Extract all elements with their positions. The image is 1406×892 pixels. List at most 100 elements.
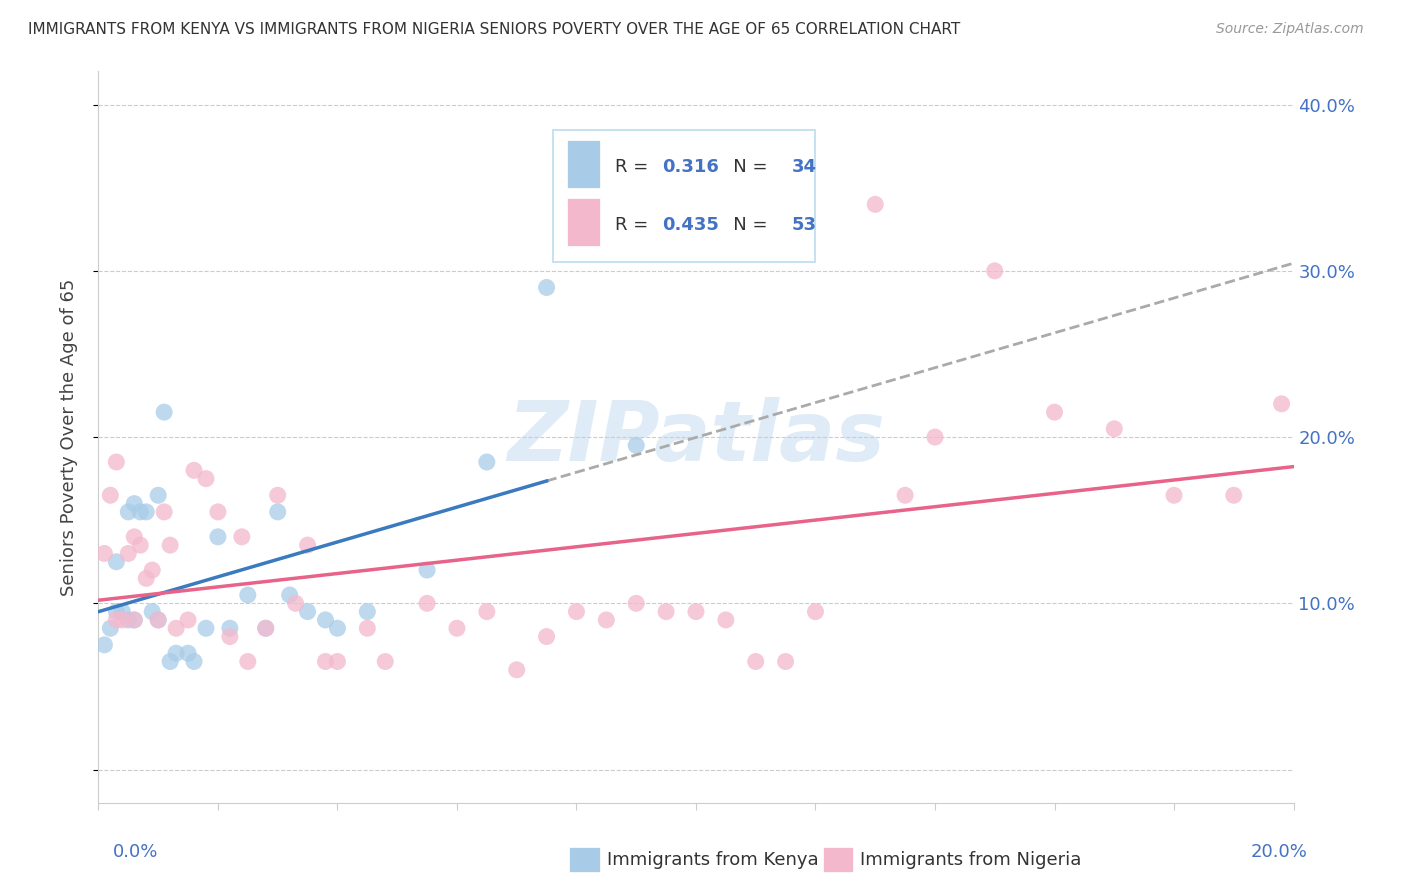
- Text: R =: R =: [614, 216, 654, 234]
- Point: [124, 530, 146, 544]
- Point: [124, 613, 146, 627]
- Point: [219, 630, 242, 644]
- Point: [117, 613, 139, 627]
- FancyBboxPatch shape: [567, 140, 600, 188]
- Point: [924, 430, 946, 444]
- Point: [356, 605, 378, 619]
- Point: [183, 463, 205, 477]
- Point: [129, 538, 152, 552]
- Point: [267, 505, 290, 519]
- Point: [416, 596, 439, 610]
- Point: [183, 655, 205, 669]
- Point: [745, 655, 768, 669]
- Point: [1223, 488, 1246, 502]
- Point: [536, 280, 558, 294]
- Text: R =: R =: [614, 158, 654, 176]
- Point: [111, 605, 134, 619]
- Point: [685, 605, 707, 619]
- Point: [231, 530, 253, 544]
- Point: [536, 630, 558, 644]
- Point: [506, 663, 529, 677]
- Point: [236, 588, 259, 602]
- Point: [153, 405, 176, 419]
- Point: [446, 621, 468, 635]
- Point: [236, 655, 259, 669]
- Point: [626, 596, 648, 610]
- Point: [315, 613, 337, 627]
- Y-axis label: Seniors Poverty Over the Age of 65: Seniors Poverty Over the Age of 65: [59, 278, 77, 596]
- Text: 0.316: 0.316: [662, 158, 720, 176]
- Point: [153, 505, 176, 519]
- Text: N =: N =: [716, 158, 773, 176]
- Text: 20.0%: 20.0%: [1251, 843, 1308, 861]
- Point: [1104, 422, 1126, 436]
- Point: [207, 530, 229, 544]
- Point: [254, 621, 277, 635]
- Point: [804, 605, 827, 619]
- Point: [1163, 488, 1185, 502]
- Point: [297, 538, 319, 552]
- Text: 0.435: 0.435: [662, 216, 720, 234]
- Point: [135, 505, 157, 519]
- Point: [159, 538, 181, 552]
- Point: [177, 646, 200, 660]
- Point: [141, 605, 163, 619]
- FancyBboxPatch shape: [567, 198, 600, 245]
- Point: [148, 613, 170, 627]
- Point: [177, 613, 200, 627]
- Point: [267, 488, 290, 502]
- Text: ZIPatlas: ZIPatlas: [508, 397, 884, 477]
- Point: [626, 438, 648, 452]
- Point: [865, 197, 887, 211]
- Point: [984, 264, 1007, 278]
- Point: [207, 505, 229, 519]
- Point: [714, 613, 737, 627]
- Point: [129, 505, 152, 519]
- FancyBboxPatch shape: [553, 130, 815, 261]
- Point: [475, 455, 498, 469]
- Point: [124, 613, 146, 627]
- Point: [159, 655, 181, 669]
- Point: [297, 605, 319, 619]
- Point: [111, 613, 134, 627]
- Point: [148, 613, 170, 627]
- Point: [284, 596, 307, 610]
- Point: [195, 621, 218, 635]
- Text: 34: 34: [792, 158, 817, 176]
- Point: [278, 588, 301, 602]
- Point: [135, 571, 157, 585]
- Point: [475, 605, 498, 619]
- Point: [1043, 405, 1066, 419]
- Text: 53: 53: [792, 216, 817, 234]
- Point: [98, 488, 122, 502]
- Point: [416, 563, 439, 577]
- Text: 0.0%: 0.0%: [112, 843, 157, 861]
- Point: [105, 455, 128, 469]
- Point: [565, 605, 588, 619]
- Point: [98, 621, 122, 635]
- Point: [595, 613, 617, 627]
- Point: [195, 472, 218, 486]
- Point: [148, 488, 170, 502]
- Point: [105, 613, 128, 627]
- Text: IMMIGRANTS FROM KENYA VS IMMIGRANTS FROM NIGERIA SENIORS POVERTY OVER THE AGE OF: IMMIGRANTS FROM KENYA VS IMMIGRANTS FROM…: [28, 22, 960, 37]
- Point: [315, 655, 337, 669]
- Point: [219, 621, 242, 635]
- Text: N =: N =: [716, 216, 773, 234]
- Point: [374, 655, 396, 669]
- Text: Immigrants from Nigeria: Immigrants from Nigeria: [860, 851, 1081, 869]
- Point: [165, 646, 187, 660]
- Point: [105, 555, 128, 569]
- Point: [93, 546, 115, 560]
- Point: [124, 497, 146, 511]
- Point: [655, 605, 678, 619]
- Point: [117, 505, 139, 519]
- Point: [141, 563, 163, 577]
- Point: [254, 621, 277, 635]
- Text: Immigrants from Kenya: Immigrants from Kenya: [607, 851, 820, 869]
- Point: [326, 621, 349, 635]
- Point: [356, 621, 378, 635]
- Point: [326, 655, 349, 669]
- Point: [93, 638, 115, 652]
- Point: [117, 546, 139, 560]
